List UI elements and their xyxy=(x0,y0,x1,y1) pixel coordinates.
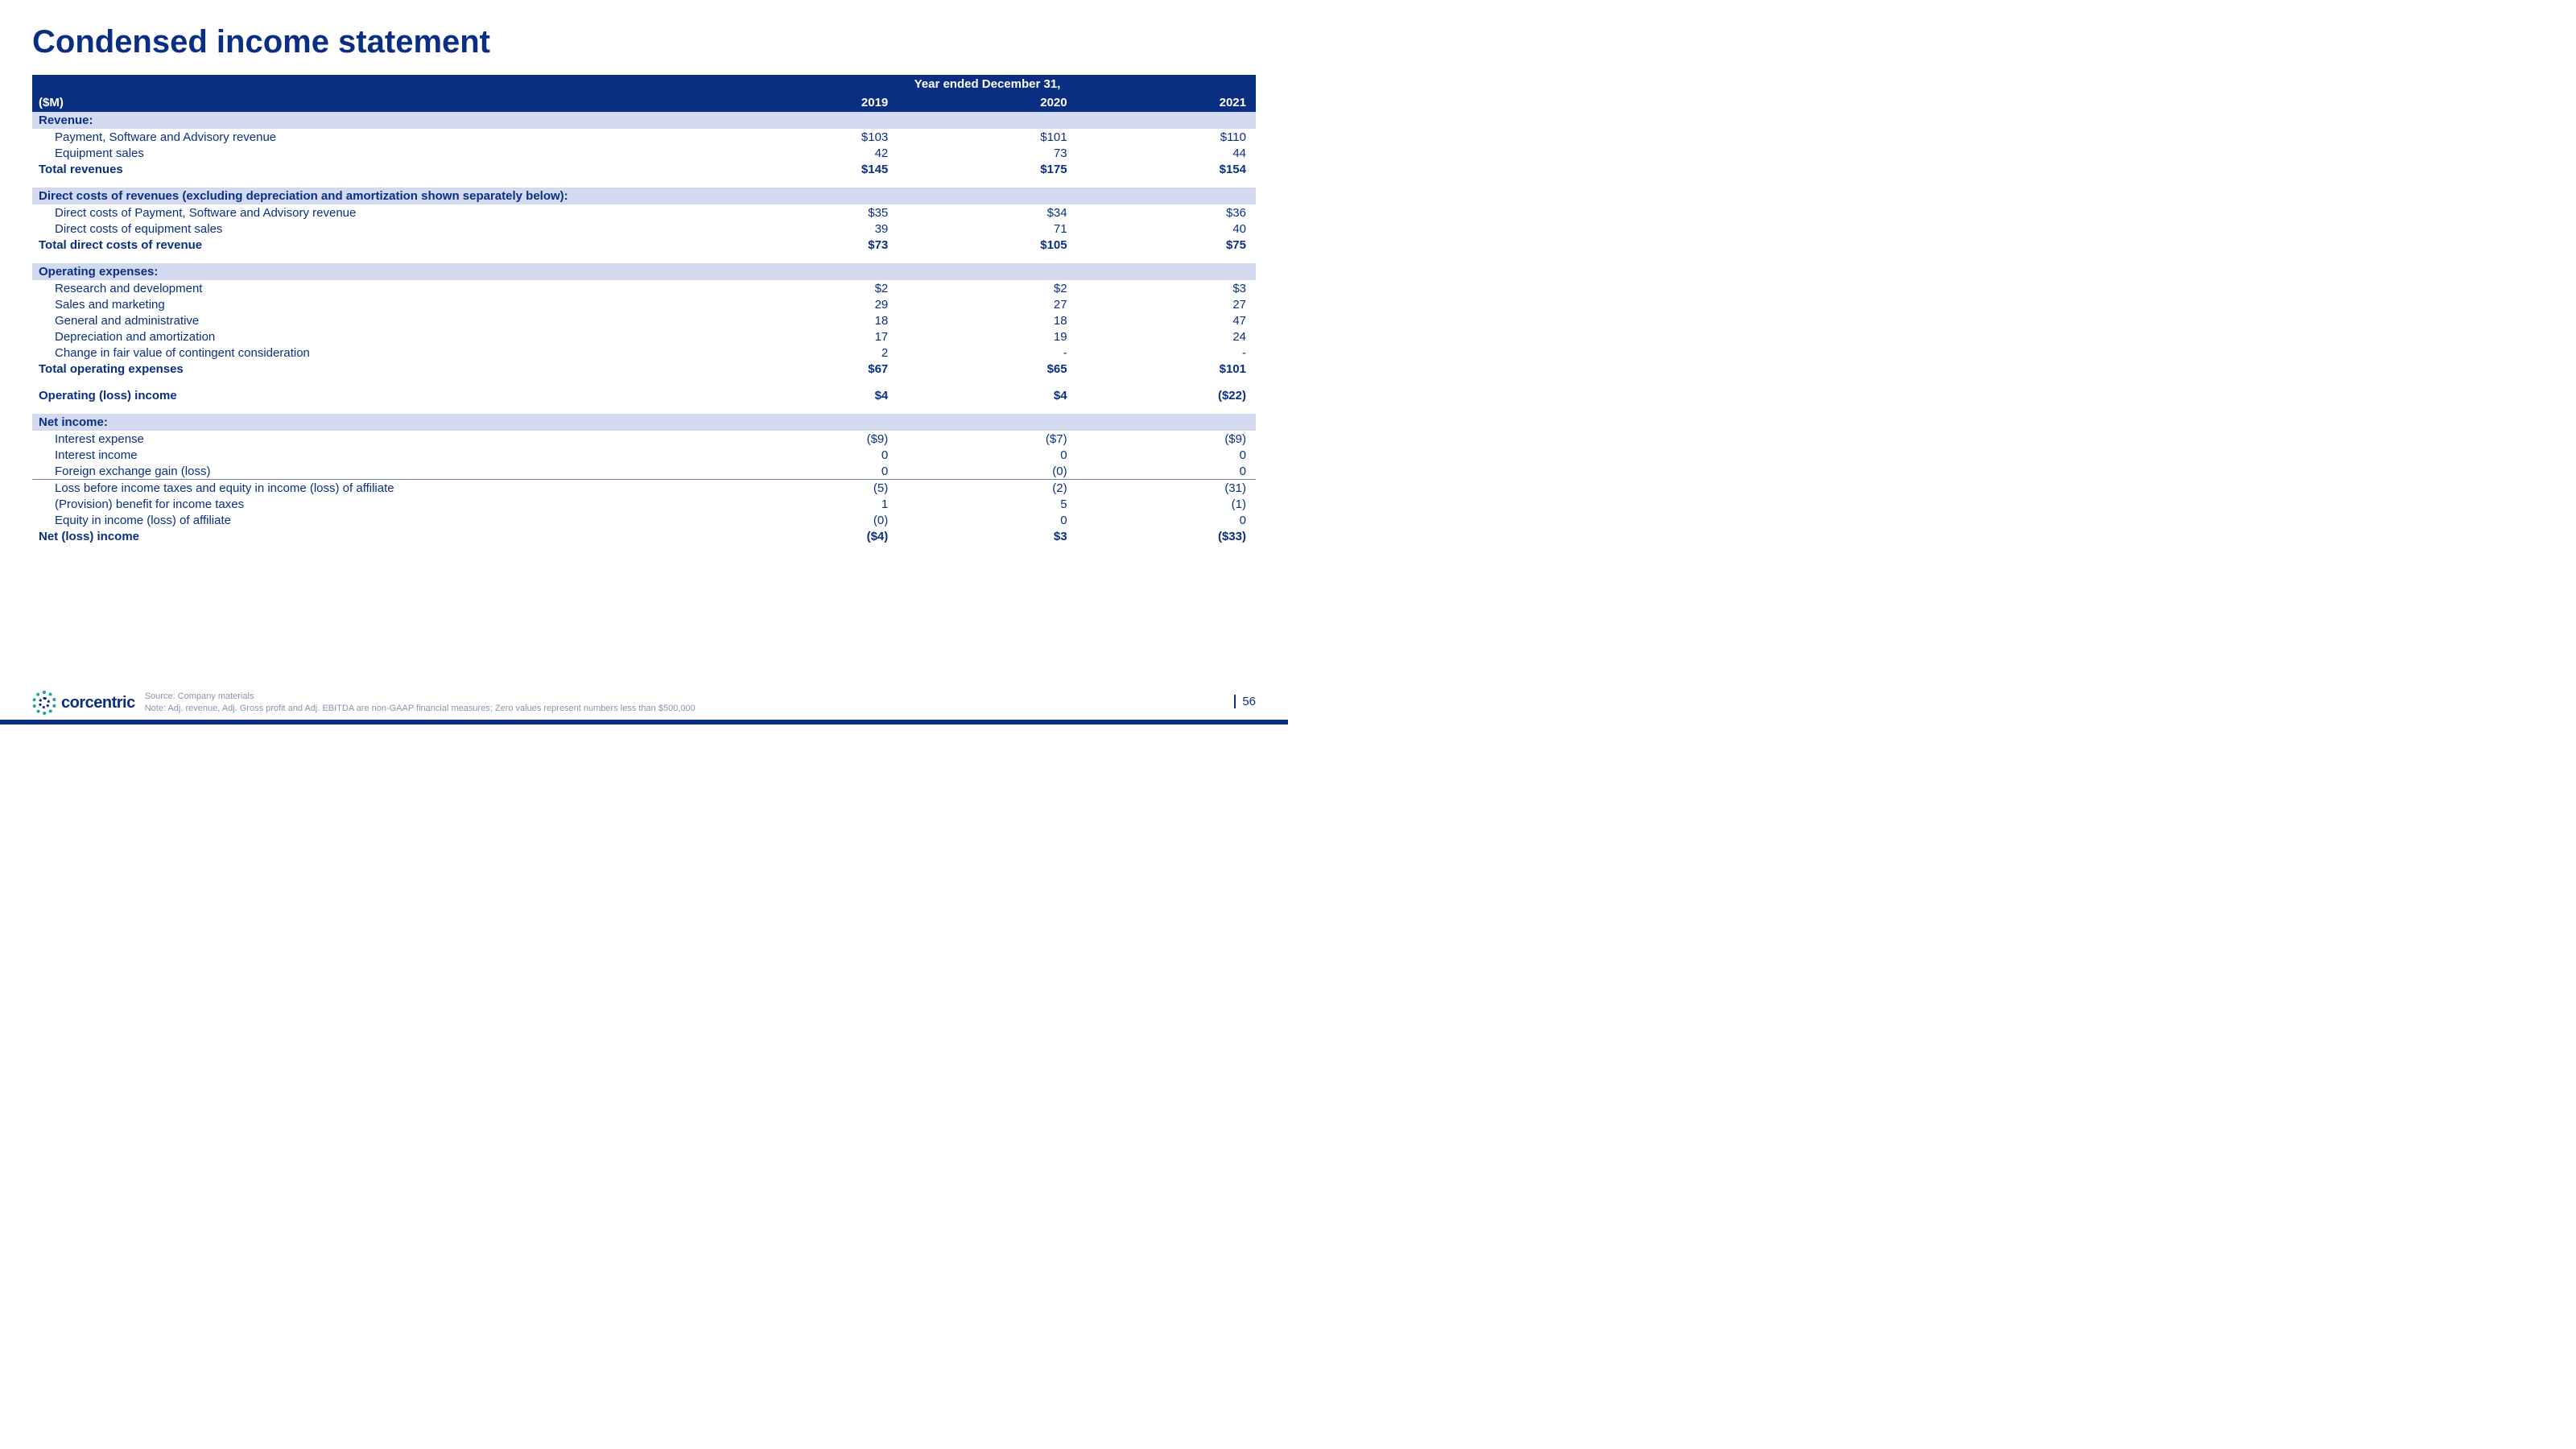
income-statement-table: Year ended December 31, ($M) 2019 2020 2… xyxy=(32,75,1256,545)
table-header-years: ($M) 2019 2020 2021 xyxy=(32,93,1256,112)
table-header-super: Year ended December 31, xyxy=(32,75,1256,93)
table-row: Change in fair value of contingent consi… xyxy=(32,345,1256,361)
table-row: Payment, Software and Advisory revenue $… xyxy=(32,129,1256,145)
table-row: Equity in income (loss) of affiliate (0)… xyxy=(32,512,1256,528)
bottom-accent-bar xyxy=(0,720,1288,724)
unit-label: ($M) xyxy=(32,93,719,112)
year-col-2: 2021 xyxy=(1077,93,1256,112)
table-row: Loss before income taxes and equity in i… xyxy=(32,480,1256,496)
year-col-1: 2020 xyxy=(898,93,1076,112)
slide-title: Condensed income statement xyxy=(32,24,1256,60)
table-row: Direct costs of equipment sales 39 71 40 xyxy=(32,221,1256,237)
section-header: Operating expenses: xyxy=(32,263,1256,280)
company-logo: corcentric xyxy=(32,691,135,715)
operating-income-row: Operating (loss) income $4 $4 ($22) xyxy=(32,387,1256,404)
total-row: Total revenues $145 $175 $154 xyxy=(32,161,1256,178)
table-row: Interest income 0 0 0 xyxy=(32,447,1256,463)
section-header: Direct costs of revenues (excluding depr… xyxy=(32,188,1256,204)
total-row: Total direct costs of revenue $73 $105 $… xyxy=(32,237,1256,254)
slide-footer: corcentric Source: Company materials Not… xyxy=(32,691,1256,715)
table-row: Equipment sales 42 73 44 xyxy=(32,145,1256,161)
page-number: 56 xyxy=(1234,695,1256,708)
logo-icon xyxy=(32,691,56,715)
table-row: Interest expense ($9) ($7) ($9) xyxy=(32,431,1256,447)
footer-notes: Source: Company materials Note: Adj. rev… xyxy=(145,691,696,715)
net-income-total: Net (loss) income ($4) $3 ($33) xyxy=(32,528,1256,545)
table-row: General and administrative 18 18 47 xyxy=(32,312,1256,328)
period-label: Year ended December 31, xyxy=(719,75,1256,93)
logo-text: corcentric xyxy=(61,694,135,712)
total-row: Total operating expenses $67 $65 $101 xyxy=(32,361,1256,378)
section-header: Net income: xyxy=(32,414,1256,431)
section-label: Revenue: xyxy=(32,112,1256,129)
table-row: Research and development $2 $2 $3 xyxy=(32,280,1256,296)
section-header: Revenue: xyxy=(32,112,1256,129)
table-row: Depreciation and amortization 17 19 24 xyxy=(32,328,1256,345)
year-col-0: 2019 xyxy=(719,93,898,112)
source-line: Source: Company materials xyxy=(145,691,696,703)
table-row: (Provision) benefit for income taxes 1 5… xyxy=(32,496,1256,512)
table-row: Sales and marketing 29 27 27 xyxy=(32,296,1256,312)
table-row: Foreign exchange gain (loss) 0 (0) 0 xyxy=(32,463,1256,480)
table-row: Direct costs of Payment, Software and Ad… xyxy=(32,204,1256,221)
note-line: Note: Adj. revenue, Adj. Gross profit an… xyxy=(145,703,696,715)
